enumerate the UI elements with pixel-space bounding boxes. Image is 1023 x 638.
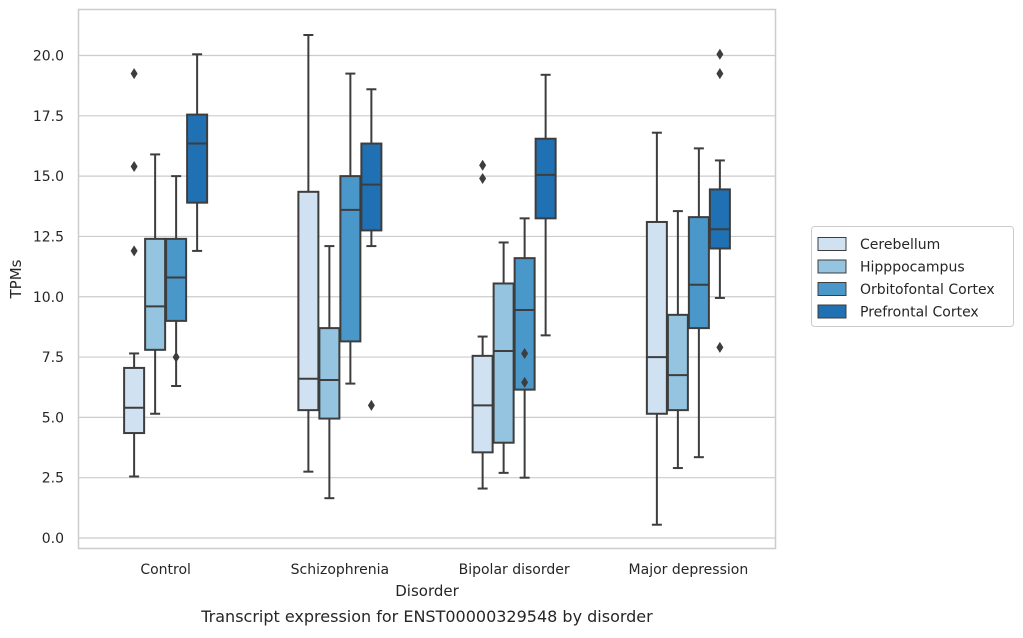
- box-body: [513, 257, 536, 391]
- box-body: [297, 190, 320, 412]
- box-body: [318, 327, 341, 420]
- y-tick-label: 15.0: [33, 169, 64, 185]
- legend-label: Cerebellum: [860, 237, 940, 253]
- box-1-2: [339, 72, 362, 385]
- box-body: [687, 216, 710, 330]
- box-body: [471, 354, 494, 454]
- box-body: [666, 313, 689, 412]
- y-tick-label: 20.0: [33, 49, 64, 65]
- legend: Cerebellum Hipppocampus Orbitofontal Corte…: [811, 226, 1014, 327]
- box-0-0: [123, 68, 146, 478]
- x-tick-label: Control: [140, 562, 191, 578]
- box-3-0: [645, 131, 668, 526]
- box-0-3: [186, 53, 209, 252]
- legend-frame: [811, 226, 1014, 327]
- box-body: [492, 282, 515, 444]
- x-tick-label: Bipolar disorder: [459, 562, 570, 578]
- legend-label: Prefrontal Cortex: [860, 305, 979, 321]
- plot-frame: [77, 8, 777, 550]
- outlier-marker: [521, 347, 529, 359]
- legend-swatch: [817, 304, 847, 319]
- legend-swatch: [817, 259, 847, 274]
- box-body: [339, 175, 362, 343]
- y-axis-title: TPMs: [7, 259, 25, 299]
- box-layer: [123, 33, 731, 526]
- y-tick-label: 17.5: [33, 109, 64, 125]
- box-1-3: [360, 88, 383, 411]
- box-1-1: [318, 245, 341, 500]
- outlier-marker: [367, 399, 375, 411]
- box-body: [360, 142, 383, 232]
- box-2-2: [513, 217, 536, 479]
- outlier-marker: [716, 341, 724, 353]
- x-tick-label: Schizophrenia: [291, 562, 389, 578]
- y-tick-label: 12.5: [33, 229, 64, 245]
- x-tick-labels: Control Schizophrenia Bipolar disorder Majo…: [140, 562, 748, 578]
- outlier-marker: [521, 376, 529, 388]
- box-body: [144, 237, 167, 351]
- box-3-3: [708, 48, 731, 353]
- box-2-1: [492, 241, 515, 474]
- box-body: [645, 220, 668, 415]
- legend-swatch: [817, 237, 847, 251]
- y-tick-label: 2.5: [42, 471, 64, 487]
- legend-items: Cerebellum Hipppocampus Orbitofontal Corte…: [817, 237, 995, 321]
- legend-label: Orbitofontal Cortex: [860, 282, 995, 298]
- outlier-marker: [172, 351, 180, 363]
- outlier-marker: [130, 160, 138, 172]
- box-2-3: [534, 73, 557, 337]
- legend-label: Hipppocampus: [860, 260, 965, 276]
- y-tick-label: 10.0: [33, 290, 64, 306]
- box-body: [123, 366, 146, 435]
- box-2-0: [471, 159, 494, 490]
- box-body: [534, 137, 557, 220]
- outlier-marker: [716, 68, 724, 80]
- box-3-1: [666, 210, 689, 470]
- y-tick-label: 0.0: [42, 531, 64, 547]
- outlier-marker: [479, 173, 487, 185]
- box-0-2: [165, 175, 188, 388]
- y-tick-label: 7.5: [42, 350, 64, 366]
- box-body: [165, 237, 188, 322]
- figure-caption: Transcript expression for ENST0000032954…: [200, 607, 653, 626]
- y-tick-label: 5.0: [42, 410, 64, 426]
- x-tick-label: Major depression: [629, 562, 749, 578]
- outlier-marker: [479, 159, 487, 171]
- outlier-marker: [716, 48, 724, 60]
- y-tick-labels: 0.0 2.5 5.0 7.5 10.0 12.5 15.0 17.5 20.0: [33, 49, 64, 548]
- outlier-marker: [130, 245, 138, 257]
- box-3-2: [687, 147, 710, 459]
- box-1-0: [297, 33, 320, 473]
- box-0-1: [144, 153, 167, 415]
- box-body: [186, 113, 209, 204]
- legend-swatch: [817, 282, 847, 296]
- box-body: [708, 188, 731, 250]
- x-axis-title: Disorder: [395, 582, 459, 600]
- outlier-marker: [130, 68, 138, 80]
